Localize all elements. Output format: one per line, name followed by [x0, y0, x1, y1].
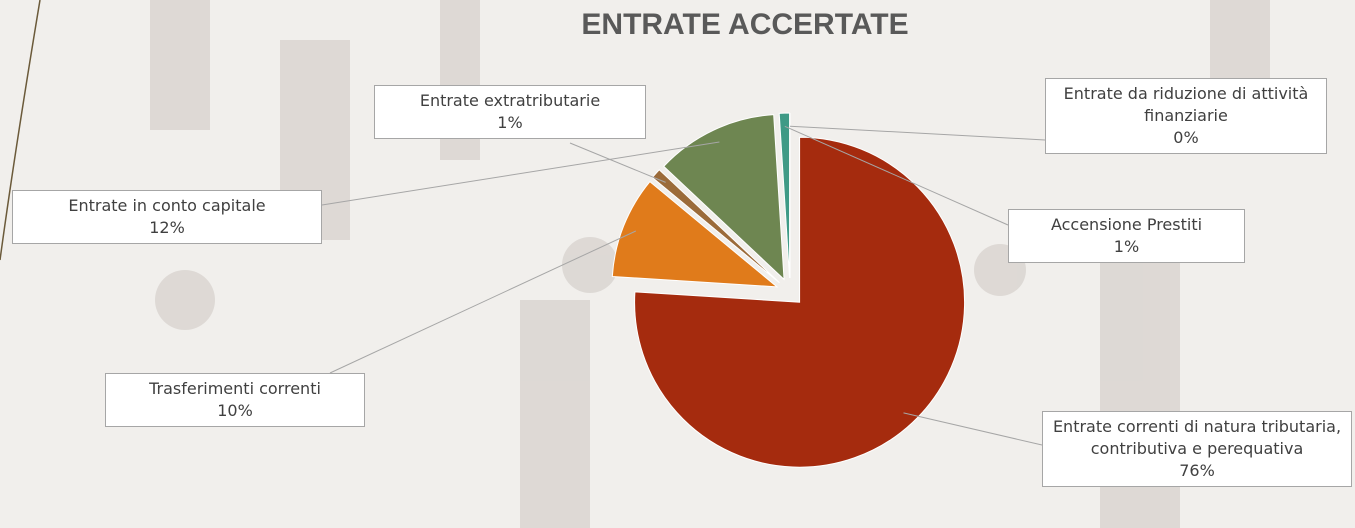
pie-slice [635, 137, 965, 467]
leader-line [330, 231, 636, 373]
label-name: Entrate in conto capitale [19, 195, 315, 217]
data-label: Entrate correnti di natura tributaria, c… [1042, 411, 1352, 487]
label-name: Entrate extratributarie [381, 90, 639, 112]
label-name: Trasferimenti correnti [112, 378, 358, 400]
data-label: Entrate da riduzione di attività finanzi… [1045, 78, 1327, 154]
label-value: 0% [1052, 127, 1320, 149]
leader-line [903, 413, 1042, 445]
leader-line [790, 126, 1045, 140]
label-value: 76% [1049, 460, 1345, 482]
label-value: 10% [112, 400, 358, 422]
chart-title: ENTRATE ACCERTATE [445, 8, 1045, 42]
label-value: 1% [1015, 236, 1238, 258]
leader-line [570, 143, 666, 182]
page: {"chart_data": {"type": "pie", "title": … [0, 0, 1355, 528]
label-value: 12% [19, 217, 315, 239]
label-name: Accensione Prestiti [1015, 214, 1238, 236]
label-value: 1% [381, 112, 639, 134]
label-name: Entrate correnti di natura tributaria, c… [1049, 416, 1345, 460]
label-name: Entrate da riduzione di attività finanzi… [1052, 83, 1320, 127]
